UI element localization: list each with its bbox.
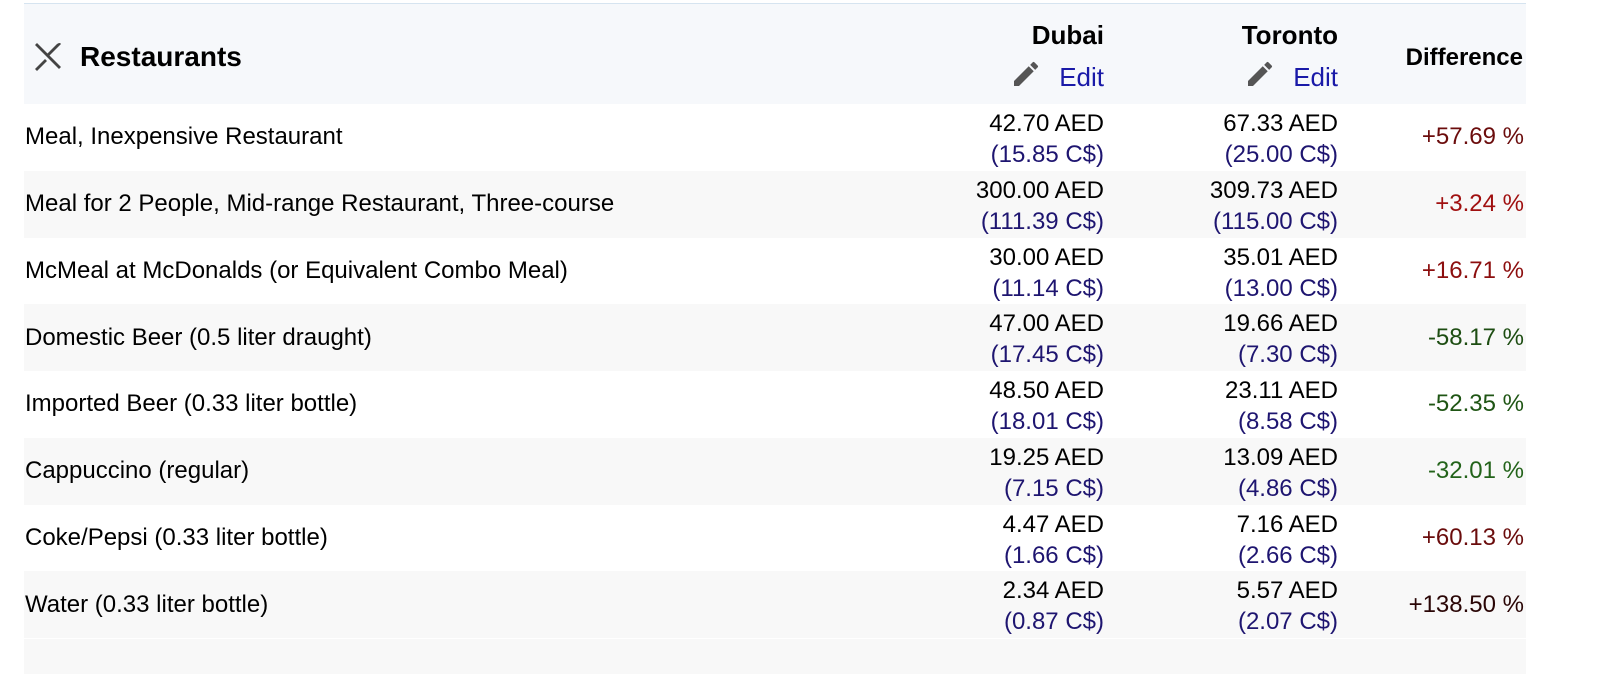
- difference: -58.17 %: [1427, 323, 1524, 351]
- difference: +57.69 %: [1421, 123, 1524, 151]
- item-name: Imported Beer (0.33 liter bottle): [25, 390, 358, 418]
- price-aed: 48.50 AED: [989, 377, 1104, 404]
- price-cad: (2.66 C$): [1237, 541, 1338, 569]
- price-cad: (18.01 C$): [990, 408, 1104, 435]
- price-cad: (115.00 C$): [1213, 207, 1338, 235]
- edit-icon[interactable]: [1010, 58, 1042, 90]
- price-table: Restaurants Dubai Toronto Edit Edit Diff…: [24, 3, 1526, 640]
- edit-icon[interactable]: [1244, 58, 1276, 90]
- price-cad: (4.86 C$): [1237, 474, 1338, 502]
- toronto-price: 13.09 AED (4.86 C$): [1223, 442, 1338, 504]
- dubai-price: 300.00 AED (111.39 C$): [976, 175, 1104, 237]
- price-cad: (1.66 C$): [1003, 541, 1104, 569]
- difference-header: Difference: [1405, 44, 1523, 71]
- table-row: Meal for 2 People, Mid-range Restaurant,…: [24, 170, 1526, 238]
- dubai-price: 48.50 AED (18.01 C$): [989, 375, 1104, 437]
- table-row: Meal, Inexpensive Restaurant 42.70 AED (15…: [24, 104, 1526, 171]
- footer-band: [24, 639, 1526, 674]
- price-cad: (2.07 C$): [1237, 608, 1338, 636]
- section-title: Restaurants: [80, 41, 242, 72]
- edit-link[interactable]: Edit: [1059, 62, 1104, 92]
- item-name: Coke/Pepsi (0.33 liter bottle): [25, 523, 328, 551]
- toronto-price: 309.73 AED (115.00 C$): [1210, 175, 1338, 237]
- dubai-price: 30.00 AED (11.14 C$): [989, 242, 1104, 304]
- price-aed: 19.25 AED: [989, 443, 1104, 471]
- table-row: Water (0.33 liter bottle) 2.34 AED (0.87 C…: [24, 571, 1526, 638]
- difference: +60.13 %: [1421, 523, 1524, 551]
- table-row: Cappuccino (regular) 19.25 AED (7.15 C$) 13…: [24, 437, 1526, 505]
- toronto-price: 5.57 AED (2.07 C$): [1237, 575, 1338, 637]
- item-name: Meal for 2 People, Mid-range Restaurant,…: [25, 190, 615, 218]
- price-cad: (17.45 C$): [990, 341, 1104, 369]
- table-row: Domestic Beer (0.5 liter draught) 47.00 A…: [24, 304, 1526, 371]
- price-cad: (7.15 C$): [1003, 474, 1104, 502]
- item-name: McMeal at McDonalds (or Equivalent Combo…: [25, 256, 568, 284]
- dubai-price: 19.25 AED (7.15 C$): [989, 442, 1104, 504]
- difference: -52.35 %: [1427, 390, 1524, 418]
- price-aed: 47.00 AED: [989, 310, 1104, 338]
- price-aed: 42.70 AED: [989, 110, 1104, 137]
- price-aed: 67.33 AED: [1223, 110, 1338, 137]
- item-name: Water (0.33 liter bottle): [25, 590, 269, 618]
- city-header: Dubai: [1031, 20, 1104, 50]
- price-cad: (11.14 C$): [992, 274, 1104, 302]
- price-aed: 35.01 AED: [1223, 243, 1338, 271]
- price-cad: (25.00 C$): [1224, 141, 1338, 168]
- price-aed: 30.00 AED: [989, 243, 1104, 271]
- toronto-price: 67.33 AED (25.00 C$): [1223, 108, 1338, 170]
- dubai-price: 2.34 AED (0.87 C$): [1003, 575, 1104, 637]
- item-name: Meal, Inexpensive Restaurant: [25, 123, 343, 151]
- table-row: Coke/Pepsi (0.33 liter bottle) 4.47 AED (1…: [24, 505, 1526, 572]
- price-aed: 300.00 AED: [975, 176, 1104, 204]
- item-name: Cappuccino (regular): [25, 457, 250, 485]
- price-aed: 13.09 AED: [1223, 443, 1338, 471]
- price-cad: (15.85 C$): [990, 141, 1104, 168]
- difference: +3.24 %: [1435, 190, 1524, 218]
- price-cad: (13.00 C$): [1224, 274, 1338, 302]
- price-aed: 7.16 AED: [1236, 510, 1338, 538]
- toronto-price: 23.11 AED (8.58 C$): [1225, 375, 1338, 437]
- price-aed: 2.34 AED: [1002, 577, 1104, 605]
- dubai-price: 47.00 AED (17.45 C$): [989, 308, 1104, 370]
- edit-link[interactable]: Edit: [1293, 62, 1338, 92]
- price-aed: 4.47 AED: [1002, 510, 1104, 538]
- toronto-price: 7.16 AED (2.66 C$): [1237, 509, 1338, 571]
- difference: +138.50 %: [1408, 590, 1524, 618]
- toronto-price: 35.01 AED (13.00 C$): [1223, 242, 1338, 304]
- difference: -32.01 %: [1427, 457, 1524, 485]
- toronto-price: 19.66 AED (7.30 C$): [1223, 308, 1338, 370]
- price-cad: (7.30 C$): [1237, 341, 1338, 369]
- price-aed: 19.66 AED: [1223, 310, 1338, 338]
- price-aed: 309.73 AED: [1209, 176, 1338, 204]
- price-aed: 5.57 AED: [1236, 577, 1338, 605]
- table-row: Imported Beer (0.33 liter bottle) 48.50 A…: [24, 371, 1526, 438]
- difference: +16.71 %: [1421, 256, 1524, 284]
- restaurant-icon: [35, 43, 61, 71]
- price-cad: (111.39 C$): [980, 207, 1104, 235]
- price-aed: 23.11 AED: [1225, 377, 1338, 404]
- price-cad: (8.58 C$): [1237, 408, 1338, 435]
- dubai-price: 42.70 AED (15.85 C$): [989, 108, 1104, 170]
- price-cad: (0.87 C$): [1003, 608, 1104, 636]
- table-row: McMeal at McDonalds (or Equivalent Combo…: [24, 238, 1526, 305]
- dubai-price: 4.47 AED (1.66 C$): [1003, 509, 1104, 571]
- item-name: Domestic Beer (0.5 liter draught): [25, 323, 372, 351]
- city-header: Toronto: [1241, 20, 1338, 50]
- table-header: Restaurants Dubai Toronto Edit Edit Diff…: [24, 4, 1526, 104]
